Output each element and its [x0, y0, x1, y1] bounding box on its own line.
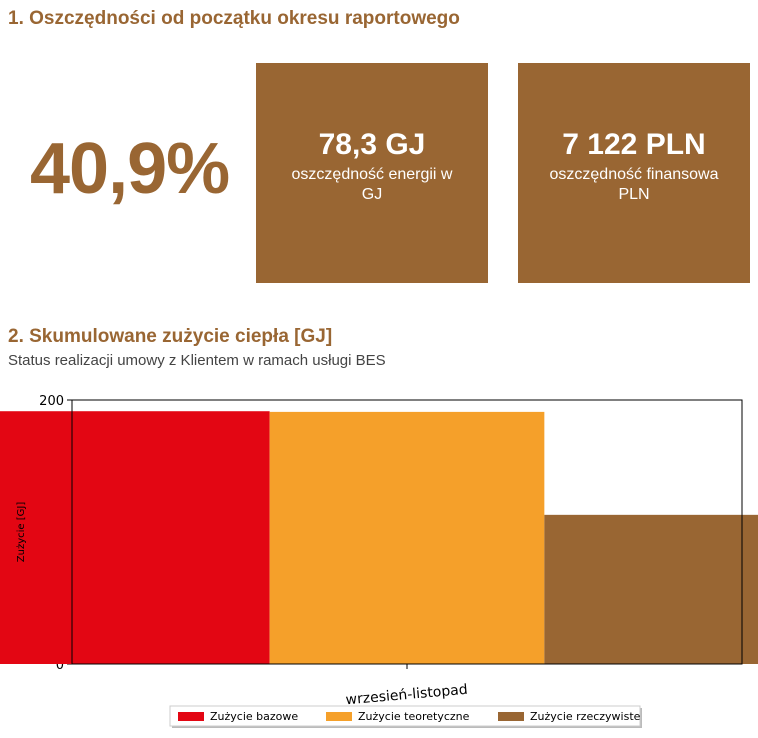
legend: Zużycie bazowe Zużycie teoretyczne Zużycie… — [169, 705, 642, 728]
y-axis-label: Zużycie [GJ] — [16, 502, 27, 563]
x-axis: wrzesień-listopad — [345, 664, 468, 708]
legend-swatch — [326, 712, 352, 721]
legend-item-label: Zużycie bazowe — [210, 710, 298, 723]
financial-savings-card: 7 122 PLN oszczędność finansowa PLN — [518, 63, 750, 283]
section2-title: 2. Skumulowane zużycie ciepła [GJ] — [8, 326, 333, 347]
legend-swatch — [178, 712, 204, 721]
savings-percent: 40,9% — [30, 129, 230, 209]
legend-item-label: Zużycie rzeczywiste — [530, 710, 641, 723]
legend-item-label: Zużycie teoretyczne — [358, 710, 470, 723]
financial-savings-label: oszczędność finansowa PLN — [549, 166, 719, 203]
y-tick-label: 0 — [56, 658, 64, 673]
financial-savings-value: 7 122 PLN — [562, 128, 706, 161]
energy-savings-label: oszczędność energii w GJ — [291, 166, 453, 203]
energy-savings-value: 78,3 GJ — [318, 128, 426, 161]
legend-swatch — [498, 712, 524, 721]
section1-title: 1. Oszczędności od początku okresu rapor… — [8, 8, 460, 29]
bar-zużycie-bazowe — [0, 411, 270, 664]
bar-zużycie-teoretyczne — [269, 411, 545, 664]
y-tick-label: 200 — [39, 394, 64, 409]
energy-savings-card: 78,3 GJ oszczędność energii w GJ — [256, 63, 488, 283]
bars — [0, 411, 758, 664]
section2-subtitle: Status realizacji umowy z Klientem w ram… — [8, 352, 386, 369]
x-tick-label: wrzesień-listopad — [345, 682, 468, 709]
heat-consumption-chart: 0255075100125150175200 wrzesień-listopad… — [0, 394, 758, 728]
bar-zużycie-rzeczywiste — [544, 514, 758, 664]
